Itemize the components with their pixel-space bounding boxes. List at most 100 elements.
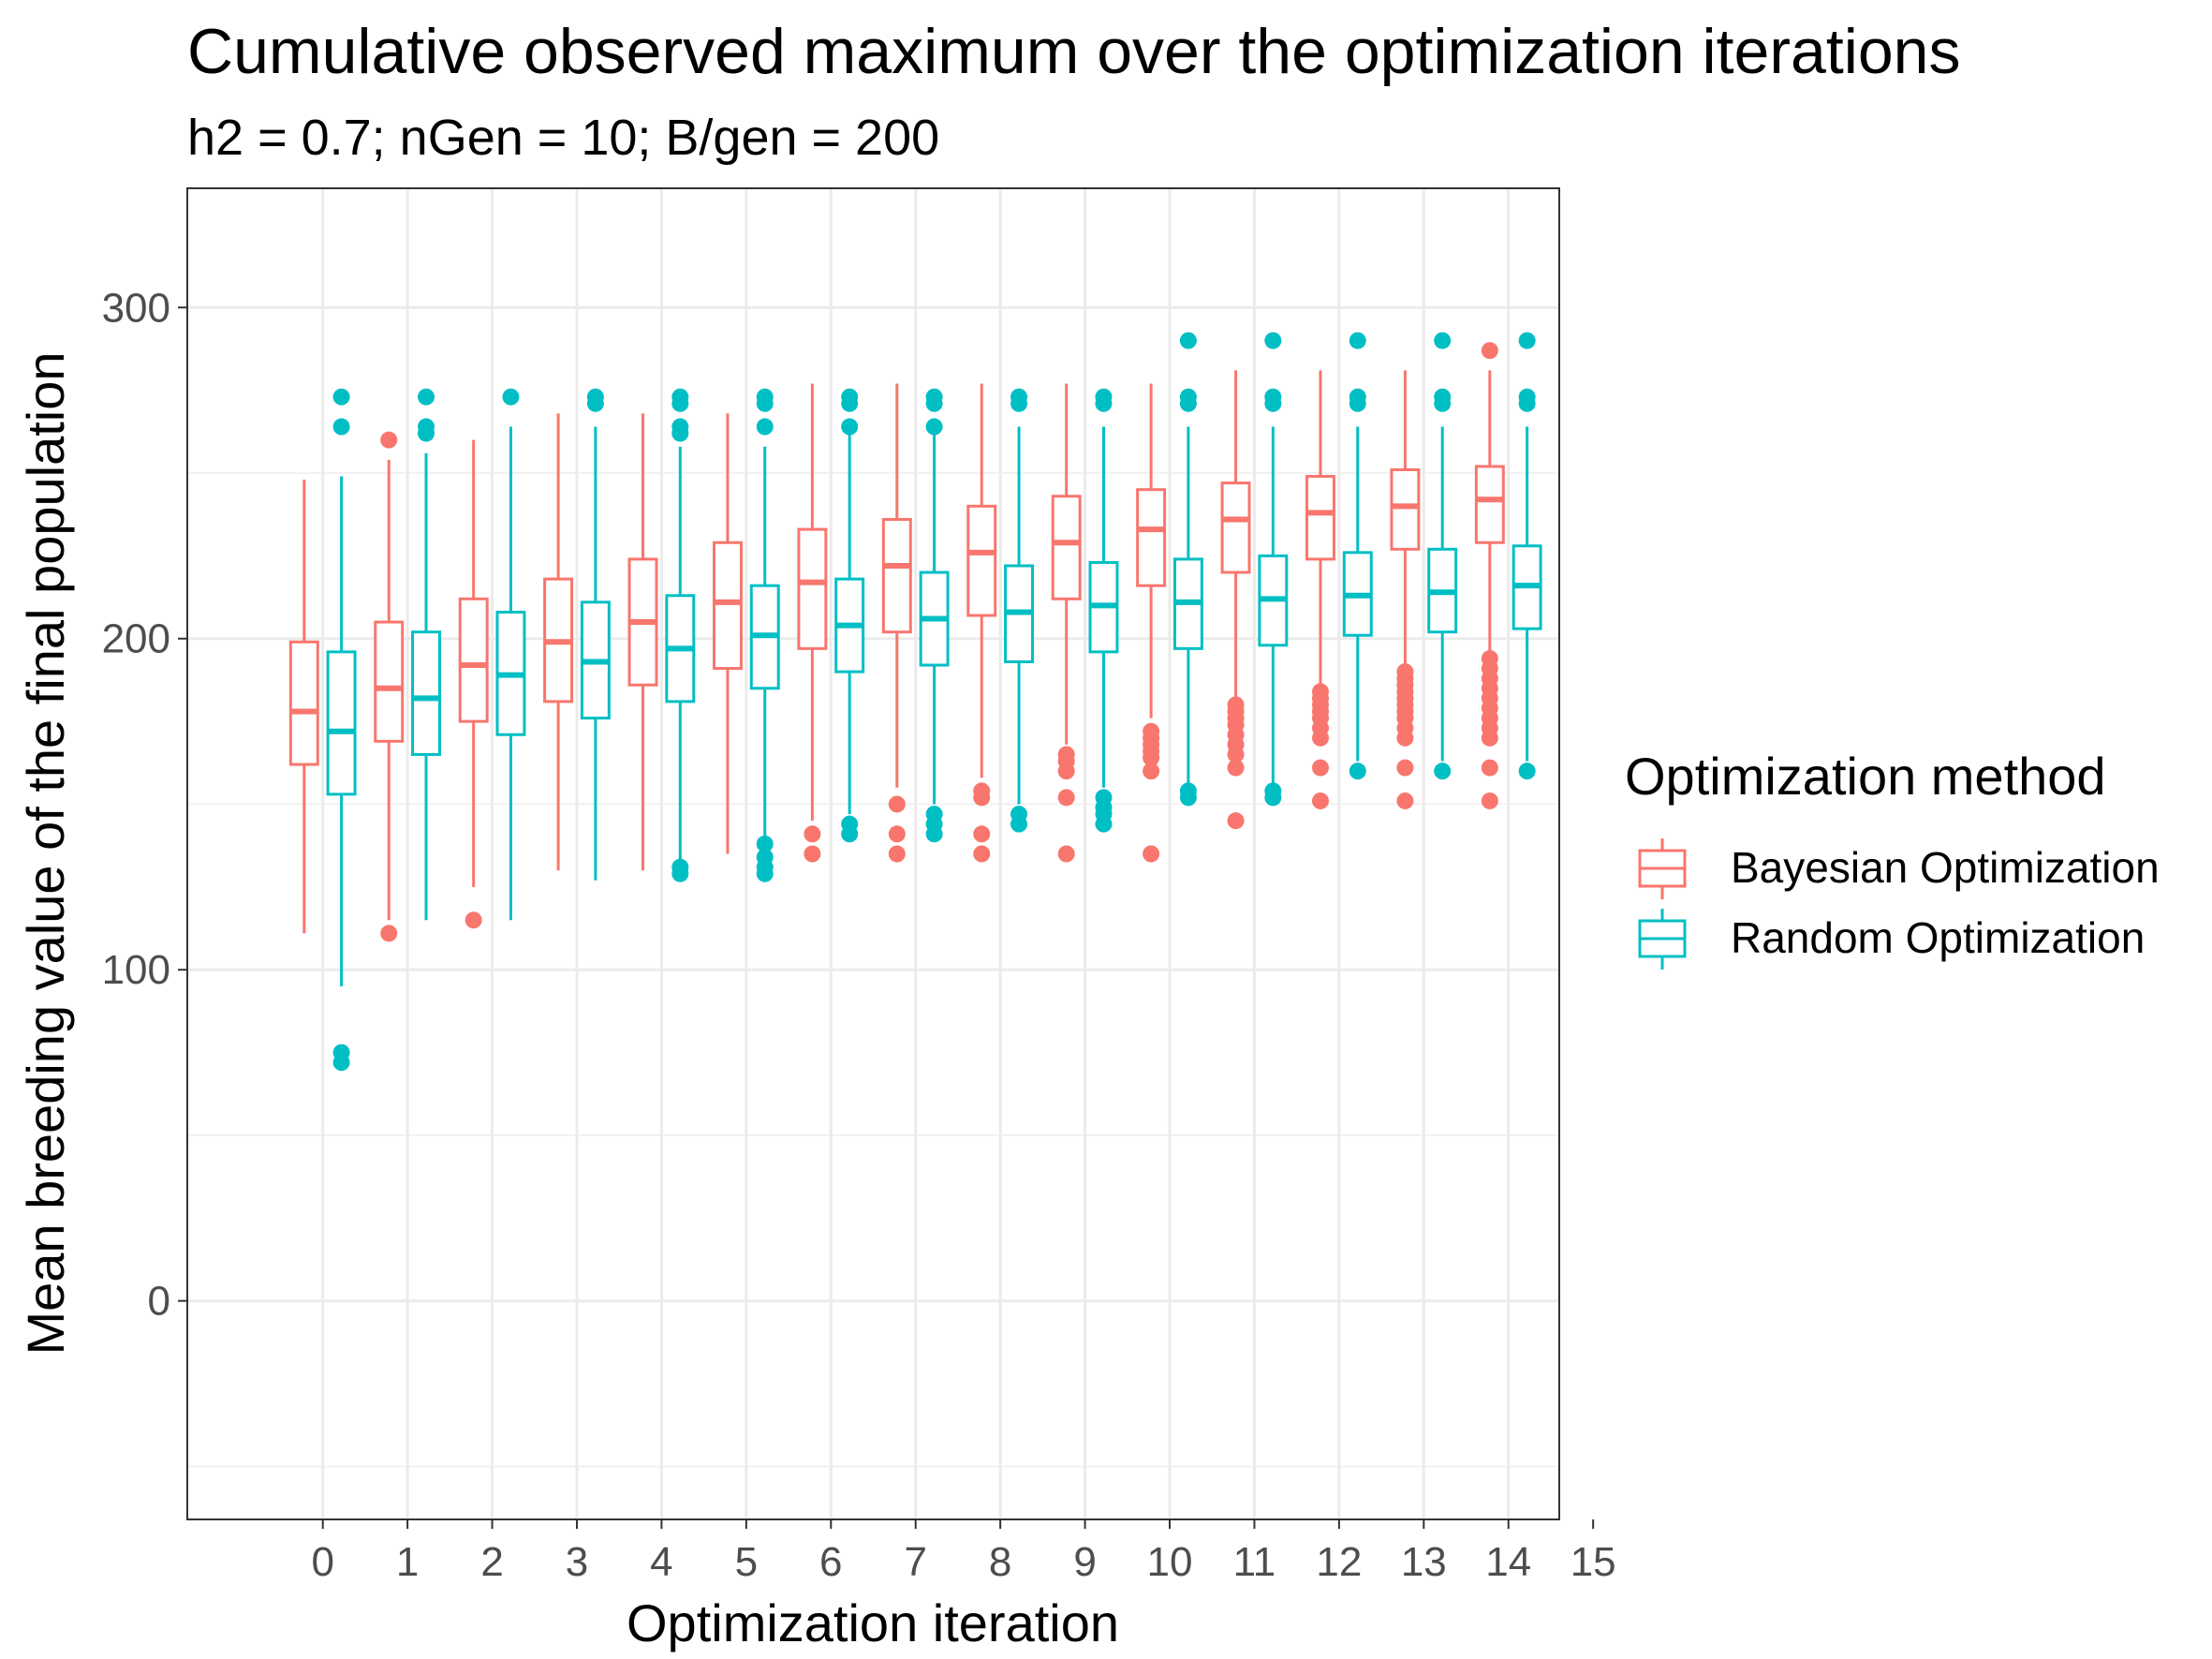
legend-label: Random Optimization [1731, 913, 2145, 962]
outlier-point [332, 388, 350, 406]
box-bayesian-1 [374, 431, 405, 942]
x-tick-label: 0 [311, 1539, 333, 1585]
box-random-4 [665, 388, 696, 882]
box-random-2 [495, 388, 526, 921]
outlier-point [1349, 388, 1366, 406]
x-tick-label: 10 [1147, 1539, 1193, 1585]
outlier-point [1481, 649, 1498, 667]
outlier-point [973, 782, 991, 800]
y-axis-title: Mean breeding value of the final populat… [16, 352, 75, 1355]
outlier-point [925, 418, 943, 436]
outlier-point [1179, 782, 1197, 800]
grid-lines [187, 188, 1559, 1519]
box-bayesian-8 [966, 383, 997, 863]
outlier-point [888, 825, 906, 843]
box-bayesian-13 [1390, 370, 1421, 809]
outlier-point [756, 418, 774, 436]
box-bayesian-10 [1136, 383, 1167, 863]
iqr-box [458, 597, 489, 723]
box-bayesian-12 [1305, 370, 1335, 809]
iqr-box [797, 527, 828, 650]
box-bayesian-4 [627, 413, 658, 871]
outlier-point [671, 388, 689, 406]
iqr-box [411, 630, 441, 756]
outlier-point [756, 835, 774, 852]
outlier-point [1010, 806, 1028, 823]
outlier-point [925, 388, 943, 406]
outlier-point [1481, 759, 1498, 777]
legend-label: Bayesian Optimization [1731, 843, 2160, 892]
legend-keys: Bayesian Optimization Random Optimization [1638, 838, 2160, 970]
box-bayesian-5 [712, 413, 743, 854]
outlier-point [671, 858, 689, 876]
box-random-6 [834, 388, 865, 843]
box-random-0 [326, 388, 357, 1072]
outlier-point [1349, 332, 1366, 349]
box-bayesian-9 [1051, 383, 1082, 863]
x-tick-label: 7 [904, 1539, 926, 1585]
outlier-point [1311, 792, 1329, 809]
outlier-point [380, 925, 398, 942]
outlier-point [1227, 812, 1245, 830]
box-random-1 [411, 388, 441, 921]
outlier-point [502, 388, 520, 406]
x-tick-label: 11 [1233, 1539, 1276, 1585]
iqr-box [288, 640, 319, 766]
x-tick-label: 13 [1401, 1539, 1447, 1585]
outlier-point [1264, 332, 1282, 349]
box-random-14 [1512, 332, 1542, 780]
outlier-point [841, 418, 859, 436]
outlier-point [1057, 845, 1075, 863]
outlier-point [1227, 696, 1245, 714]
outlier-point [1143, 763, 1160, 780]
outlier-point [1396, 759, 1414, 777]
outlier-point [1434, 763, 1452, 780]
outlier-point [888, 845, 906, 863]
outlier-point [1311, 683, 1329, 701]
chart-title: Cumulative observed maximum over the opt… [187, 16, 1960, 87]
y-tick-label: 300 [102, 285, 170, 331]
x-tick-label: 15 [1571, 1539, 1616, 1585]
x-tick-label: 8 [989, 1539, 1011, 1585]
outlier-point [804, 845, 821, 863]
box-layer [288, 332, 1542, 1072]
outlier-point [1010, 388, 1028, 406]
outlier-point [1095, 789, 1113, 807]
outlier-point [1179, 332, 1197, 349]
outlier-point [1095, 388, 1113, 406]
outlier-point [1396, 792, 1414, 809]
x-tick-label: 14 [1485, 1539, 1531, 1585]
outlier-point [1481, 792, 1498, 809]
box-random-3 [580, 388, 611, 881]
iqr-box [1136, 488, 1167, 587]
x-tick-label: 5 [735, 1539, 758, 1585]
box-bayesian-3 [543, 413, 574, 871]
box-random-8 [1004, 388, 1035, 833]
outlier-point [418, 388, 435, 406]
plot-panel-border [186, 187, 1560, 1520]
box-bayesian-0 [288, 480, 319, 934]
box-random-11 [1258, 332, 1289, 807]
iqr-box [966, 504, 997, 617]
iqr-box [1220, 481, 1251, 574]
outlier-point [1434, 332, 1452, 349]
outlier-point [332, 418, 350, 436]
outlier-point [1264, 782, 1282, 800]
legend-key-bayesian: Bayesian Optimization [1638, 838, 2160, 899]
outlier-point [973, 845, 991, 863]
iqr-box [1305, 475, 1335, 561]
x-tick-label: 12 [1316, 1539, 1362, 1585]
outlier-point [1227, 759, 1245, 777]
outlier-point [925, 806, 943, 823]
outlier-point [973, 825, 991, 843]
outlier-point [418, 418, 435, 436]
outlier-point [1311, 759, 1329, 777]
outlier-point [888, 795, 906, 813]
outlier-point [1396, 663, 1414, 681]
outlier-point [1264, 388, 1282, 406]
outlier-point [1143, 845, 1160, 863]
outlier-point [1481, 342, 1498, 360]
iqr-box [326, 650, 357, 796]
